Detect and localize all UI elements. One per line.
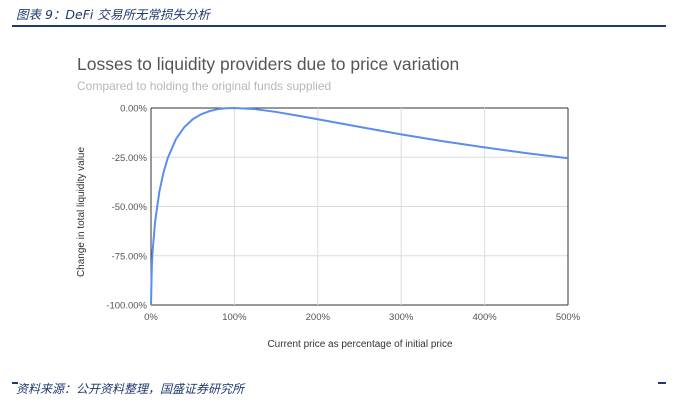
y-tick-label: -25.00% [112, 153, 148, 164]
bottom-divider-right [658, 382, 666, 384]
x-tick-labels: 0% 100% 200% 300% 400% 500% [144, 312, 581, 323]
figure-caption: 图表 9：DeFi 交易所无常损失分析 [16, 7, 210, 22]
x-tick-label: 100% [222, 312, 247, 323]
x-tick-label: 500% [556, 312, 581, 323]
y-tick-label: 0.00% [120, 104, 147, 115]
x-axis-label: Current price as percentage of initial p… [267, 339, 453, 350]
x-tick-label: 300% [389, 312, 414, 323]
y-tick-label: -75.00% [112, 251, 148, 262]
y-tick-label: -100.00% [106, 301, 147, 312]
chart-subtitle: Compared to holding the original funds s… [77, 79, 332, 93]
top-divider [12, 25, 666, 27]
bottom-divider-left [12, 382, 18, 384]
y-axis-label: Change in total liquidity value [76, 147, 87, 278]
x-tick-label: 200% [306, 312, 331, 323]
y-tick-labels: 0.00% -25.00% -50.00% -75.00% -100.00% [106, 104, 147, 312]
grid-lines [150, 107, 569, 306]
series-line [150, 107, 569, 306]
source-note: 资料来源：公开资料整理，国盛证券研究所 [16, 382, 245, 396]
y-tick-label: -50.00% [112, 202, 148, 213]
x-tick-label: 400% [472, 312, 497, 323]
x-tick-label: 0% [144, 312, 158, 323]
chart-title: Losses to liquidity providers due to pri… [77, 54, 460, 74]
